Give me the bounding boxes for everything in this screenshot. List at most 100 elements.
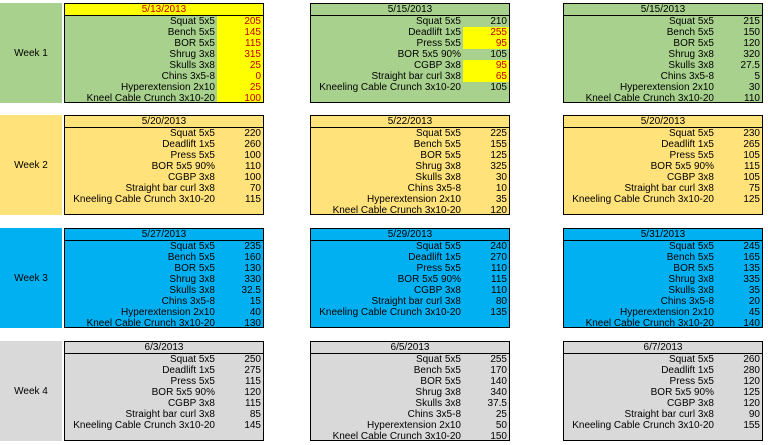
exercise-weight[interactable]: 220 xyxy=(244,128,261,139)
exercise-weight[interactable]: 50 xyxy=(495,420,507,431)
exercise-weight[interactable]: 45 xyxy=(748,307,760,318)
exercise-name[interactable]: Squat 5x5 xyxy=(415,241,461,252)
exercise-weight[interactable]: 240 xyxy=(490,241,507,252)
exercise-weight[interactable]: 65 xyxy=(463,71,509,82)
exercise-name[interactable]: Hyperextension 2x10 xyxy=(620,307,714,318)
exercise-name[interactable]: Bench 5x5 xyxy=(413,139,461,150)
exercise-weight[interactable]: 27.5 xyxy=(740,60,760,71)
exercise-name[interactable]: BOR 5x5 90% xyxy=(650,387,714,398)
workout-date[interactable]: 5/29/2013 xyxy=(311,229,509,241)
exercise-name[interactable]: CGBP 3x8 xyxy=(167,172,215,183)
exercise-weight[interactable]: 15 xyxy=(249,296,261,307)
exercise-weight[interactable]: 120 xyxy=(743,398,760,409)
exercise-weight[interactable]: 85 xyxy=(249,409,261,420)
exercise-weight[interactable]: 155 xyxy=(743,420,760,431)
workout-date[interactable]: 5/31/2013 xyxy=(564,229,762,241)
workout-date[interactable]: 5/13/2013 xyxy=(65,4,263,16)
exercise-name[interactable]: Deadlift 1x5 xyxy=(162,139,215,150)
exercise-weight[interactable]: 120 xyxy=(490,205,507,215)
exercise-weight[interactable]: 25 xyxy=(217,82,263,93)
exercise-name[interactable]: Press 5x5 xyxy=(170,150,215,161)
exercise-weight[interactable]: 140 xyxy=(743,318,760,328)
exercise-name[interactable]: Squat 5x5 xyxy=(415,16,461,27)
exercise-name[interactable]: Kneeling Cable Crunch 3x10-20 xyxy=(572,420,714,431)
exercise-weight[interactable]: 5 xyxy=(754,71,760,82)
exercise-name[interactable]: BOR 5x5 90% xyxy=(397,274,461,285)
exercise-weight[interactable]: 150 xyxy=(490,431,507,441)
exercise-name[interactable]: Kneel Cable Crunch 3x10-20 xyxy=(332,431,461,441)
exercise-weight[interactable]: 165 xyxy=(743,252,760,263)
exercise-name[interactable]: Press 5x5 xyxy=(669,376,714,387)
exercise-name[interactable]: Chins 3x5-8 xyxy=(407,409,461,420)
exercise-name[interactable]: Squat 5x5 xyxy=(415,354,461,365)
exercise-weight[interactable]: 100 xyxy=(244,150,261,161)
exercise-name[interactable]: Squat 5x5 xyxy=(169,354,215,365)
exercise-name[interactable]: CGBP 3x8 xyxy=(413,285,461,296)
exercise-weight[interactable]: 20 xyxy=(748,296,760,307)
exercise-name[interactable]: BOR 5x5 90% xyxy=(397,49,461,60)
workout-date[interactable]: 5/27/2013 xyxy=(65,229,263,241)
exercise-weight[interactable]: 235 xyxy=(244,241,261,252)
exercise-name[interactable]: Press 5x5 xyxy=(416,263,461,274)
exercise-name[interactable]: Kneeling Cable Crunch 3x10-20 xyxy=(319,82,461,93)
exercise-name[interactable]: BOR 5x5 xyxy=(174,38,215,49)
exercise-name[interactable]: Squat 5x5 xyxy=(169,16,215,27)
workout-date[interactable]: 5/15/2013 xyxy=(564,4,762,16)
exercise-weight[interactable]: 115 xyxy=(744,161,760,172)
exercise-name[interactable]: Bench 5x5 xyxy=(167,252,215,263)
exercise-name[interactable]: Press 5x5 xyxy=(669,150,714,161)
exercise-weight[interactable]: 32.5 xyxy=(241,285,261,296)
exercise-weight[interactable]: 260 xyxy=(244,139,261,150)
exercise-weight[interactable]: 130 xyxy=(244,318,261,328)
exercise-name[interactable]: Kneeling Cable Crunch 3x10-20 xyxy=(572,194,714,205)
exercise-weight[interactable]: 95 xyxy=(463,38,509,49)
exercise-weight[interactable]: 230 xyxy=(743,128,760,139)
exercise-weight[interactable]: 35 xyxy=(748,285,760,296)
exercise-name[interactable]: Squat 5x5 xyxy=(169,128,215,139)
exercise-weight[interactable]: 120 xyxy=(244,387,261,398)
exercise-weight[interactable]: 115 xyxy=(245,398,261,409)
exercise-name[interactable]: Bench 5x5 xyxy=(413,365,461,376)
exercise-weight[interactable]: 40 xyxy=(249,307,261,318)
exercise-weight[interactable]: 105 xyxy=(490,82,507,93)
exercise-weight[interactable]: 110 xyxy=(491,263,507,274)
exercise-name[interactable]: Chins 3x5-8 xyxy=(660,296,714,307)
exercise-name[interactable]: Chins 3x5-8 xyxy=(161,71,215,82)
exercise-name[interactable]: Skulls 3x8 xyxy=(169,285,215,296)
exercise-name[interactable]: Kneel Cable Crunch 3x10-20 xyxy=(585,318,714,328)
exercise-weight[interactable]: 335 xyxy=(743,274,760,285)
exercise-weight[interactable]: 10 xyxy=(495,183,507,194)
exercise-name[interactable]: Kneeling Cable Crunch 3x10-20 xyxy=(319,307,461,318)
exercise-name[interactable]: Hyperextension 2x10 xyxy=(121,82,215,93)
exercise-weight[interactable]: 30 xyxy=(495,172,507,183)
exercise-name[interactable]: Chins 3x5-8 xyxy=(660,71,714,82)
exercise-weight[interactable]: 90 xyxy=(748,409,760,420)
exercise-name[interactable]: Bench 5x5 xyxy=(167,27,215,38)
exercise-name[interactable]: BOR 5x5 xyxy=(673,263,714,274)
exercise-weight[interactable]: 150 xyxy=(743,27,760,38)
exercise-name[interactable]: Squat 5x5 xyxy=(668,16,714,27)
exercise-name[interactable]: CGBP 3x8 xyxy=(167,398,215,409)
exercise-weight[interactable]: 340 xyxy=(490,387,507,398)
exercise-weight[interactable]: 260 xyxy=(743,354,760,365)
exercise-name[interactable]: CGBP 3x8 xyxy=(413,60,461,71)
exercise-name[interactable]: Squat 5x5 xyxy=(415,128,461,139)
exercise-weight[interactable]: 330 xyxy=(244,274,261,285)
exercise-name[interactable]: Hyperextension 2x10 xyxy=(620,82,714,93)
exercise-name[interactable]: Kneel Cable Crunch 3x10-20 xyxy=(86,93,215,103)
exercise-weight[interactable]: 270 xyxy=(490,252,507,263)
exercise-name[interactable]: Deadlift 1x5 xyxy=(408,252,461,263)
exercise-name[interactable]: Skulls 3x8 xyxy=(668,60,714,71)
exercise-name[interactable]: Deadlift 1x5 xyxy=(408,27,461,38)
exercise-name[interactable]: BOR 5x5 xyxy=(673,38,714,49)
exercise-weight[interactable]: 245 xyxy=(743,241,760,252)
exercise-name[interactable]: Squat 5x5 xyxy=(169,241,215,252)
exercise-weight[interactable]: 25 xyxy=(217,60,263,71)
exercise-name[interactable]: BOR 5x5 xyxy=(174,263,215,274)
exercise-weight[interactable]: 110 xyxy=(245,161,261,172)
exercise-name[interactable]: Skulls 3x8 xyxy=(668,285,714,296)
exercise-weight[interactable]: 215 xyxy=(743,16,760,27)
exercise-weight[interactable]: 145 xyxy=(244,420,261,431)
exercise-name[interactable]: Straight bar curl 3x8 xyxy=(624,183,715,194)
exercise-weight[interactable]: 80 xyxy=(495,296,507,307)
